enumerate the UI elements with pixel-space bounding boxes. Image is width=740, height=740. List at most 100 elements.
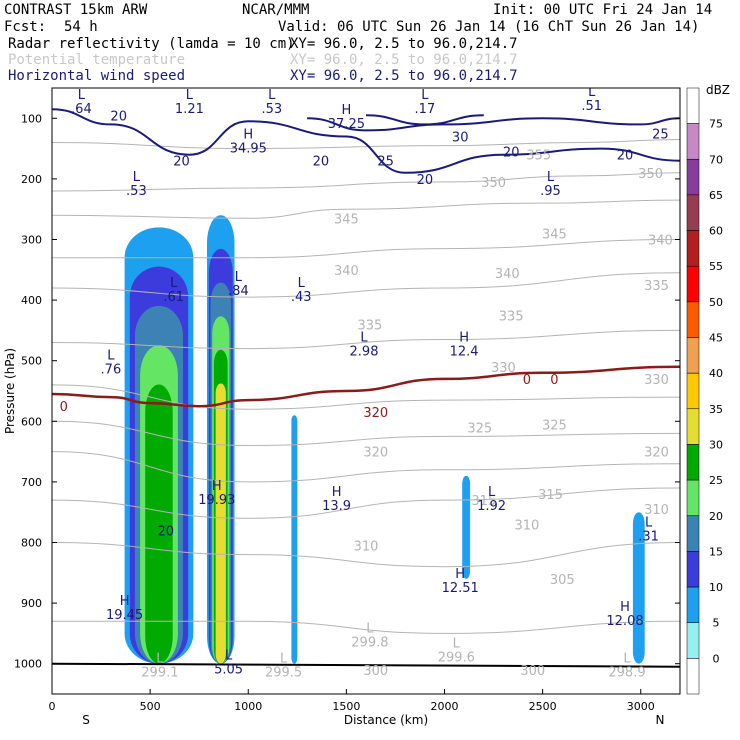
extremum-24-type: L [453, 637, 461, 652]
extremum-12-value: .43 [291, 290, 312, 305]
extremum-3-value: .53 [261, 102, 282, 117]
extremum-2-type: L [186, 88, 194, 103]
isotach-20 [52, 108, 680, 174]
contour-label-33: 305 [550, 573, 575, 588]
extremum-1-type: L [78, 88, 86, 103]
contour-label-7: 20 [417, 173, 434, 188]
colorbar-label-55: 55 [709, 260, 723, 273]
contour-label-13: 350 [638, 167, 663, 182]
colorbar-unit: dBZ [706, 83, 730, 97]
colorbar-swatch-8 [686, 337, 700, 374]
colorbar-label-50: 50 [709, 296, 723, 309]
extremum-25-value: 299.1 [141, 666, 178, 681]
extremum-9-type: L [547, 170, 555, 185]
contour-label-24: 325 [467, 421, 492, 436]
contour-label-4: 25 [377, 155, 394, 170]
contour-label-6: 20 [503, 146, 520, 161]
contour-label-22: 330 [491, 361, 516, 376]
y-tick-label-700: 700 [21, 476, 42, 489]
extremum-27-type: L [623, 652, 631, 667]
extremum-19-value: .31 [638, 529, 659, 544]
extremum-8-type: L [133, 170, 141, 185]
extremum-11-type: L [235, 270, 243, 285]
extremum-18-value: 1.92 [477, 499, 506, 514]
colorbar-swatch-9 [686, 372, 700, 410]
model-title: CONTRAST 15km ARW [4, 2, 148, 18]
y-tick-label-200: 200 [21, 173, 42, 186]
field-3-name: Horizontal wind speed [8, 68, 185, 84]
forecast-hour: 54 h [64, 19, 98, 35]
extremum-20-type: H [455, 567, 465, 582]
extremum-15-type: L [107, 349, 115, 364]
colorbar-label-70: 70 [709, 153, 723, 166]
colorbar-label-35: 35 [709, 403, 723, 416]
contour-label-2: 20 [173, 155, 190, 170]
colorbar-swatch-12 [686, 479, 700, 516]
extremum-4-type: L [421, 88, 429, 103]
contour-label-37: 0 [60, 400, 68, 415]
isentrope-325 [52, 384, 680, 410]
extremum-3-type: L [268, 88, 276, 103]
extremum-28-type: L [225, 649, 233, 664]
colorbar-label-5: 5 [713, 617, 720, 630]
contour-label-17: 340 [495, 267, 520, 282]
contour-label-36: 320 [363, 406, 388, 421]
colorbar-label-30: 30 [709, 439, 723, 452]
reflectivity-core-5-level-10 [632, 512, 645, 664]
contour-label-1: 20 [110, 109, 127, 124]
colorbar-swatch-17 [686, 658, 700, 695]
colorbar-swatch-13 [686, 515, 700, 552]
colorbar-label-25: 25 [709, 474, 723, 487]
extremum-14-value: 12.4 [450, 345, 479, 360]
extremum-16-value: 19.93 [198, 493, 235, 508]
extremum-14-type: H [459, 331, 469, 346]
extremum-16-type: H [212, 479, 222, 494]
field-2-xy: XY= 96.0, 2.5 to 96.0,214.7 [290, 52, 518, 68]
contour-label-3: 20 [313, 155, 330, 170]
colorbar-swatch-16 [686, 622, 700, 659]
plot-content: 20 20 20 25 30 20 20 20 25 20 355 350 350 345 345 340 34… [52, 88, 680, 681]
extremum-8-value: .53 [126, 184, 147, 199]
reflectivity-core-1-level-30 [145, 384, 173, 664]
contour-label-5: 30 [452, 131, 469, 146]
forecast-label: Fcst: [4, 19, 46, 35]
contour-label-29: 315 [538, 488, 563, 503]
extremum-19-type: L [645, 515, 653, 530]
extremum-26-value: 299.5 [265, 666, 302, 681]
contour-label-31: 310 [644, 503, 669, 518]
colorbar-swatch-10 [686, 408, 700, 445]
isentrope-345 [52, 199, 680, 219]
extremum-10-type: L [170, 276, 178, 291]
colorbar-swatch-1 [686, 87, 700, 124]
isentrope-310 [52, 487, 680, 519]
contour-label-23: 330 [644, 373, 669, 388]
freezing-level-line [52, 365, 680, 408]
extremum-6-value: 37.25 [328, 117, 365, 132]
isentrope-305 [52, 542, 680, 568]
contour-label-34: 300 [363, 664, 388, 679]
extremum-27-value: 298.9 [608, 666, 645, 681]
contour-label-27: 320 [644, 446, 669, 461]
contour-label-26: 320 [363, 446, 388, 461]
colorbar-swatch-11 [686, 444, 700, 481]
colorbar-label-10: 10 [709, 581, 723, 594]
colorbar-label-40: 40 [709, 367, 723, 380]
extremum-23-value: 299.8 [351, 635, 388, 650]
isentrope-300 [52, 620, 680, 634]
field-3-xy: XY= 96.0, 2.5 to 96.0,214.7 [290, 68, 518, 84]
extremum-7-value: 34.95 [230, 142, 267, 157]
isentrope-315 [52, 451, 680, 483]
y-tick-label-600: 600 [21, 415, 42, 428]
x-axis-title: Distance (km) [344, 713, 428, 727]
x-tick-label-3000: 3000 [627, 700, 655, 713]
reflectivity-core-3-level-10 [291, 415, 298, 664]
extremum-21-value: 19.45 [106, 608, 143, 623]
y-tick-label-400: 400 [21, 294, 42, 307]
contour-label-16: 340 [334, 264, 359, 279]
extremum-4-value: .17 [415, 102, 436, 117]
contour-label-32: 310 [354, 540, 379, 555]
isentrope-330 [52, 329, 680, 350]
extremum-22-value: 12.08 [606, 614, 643, 629]
